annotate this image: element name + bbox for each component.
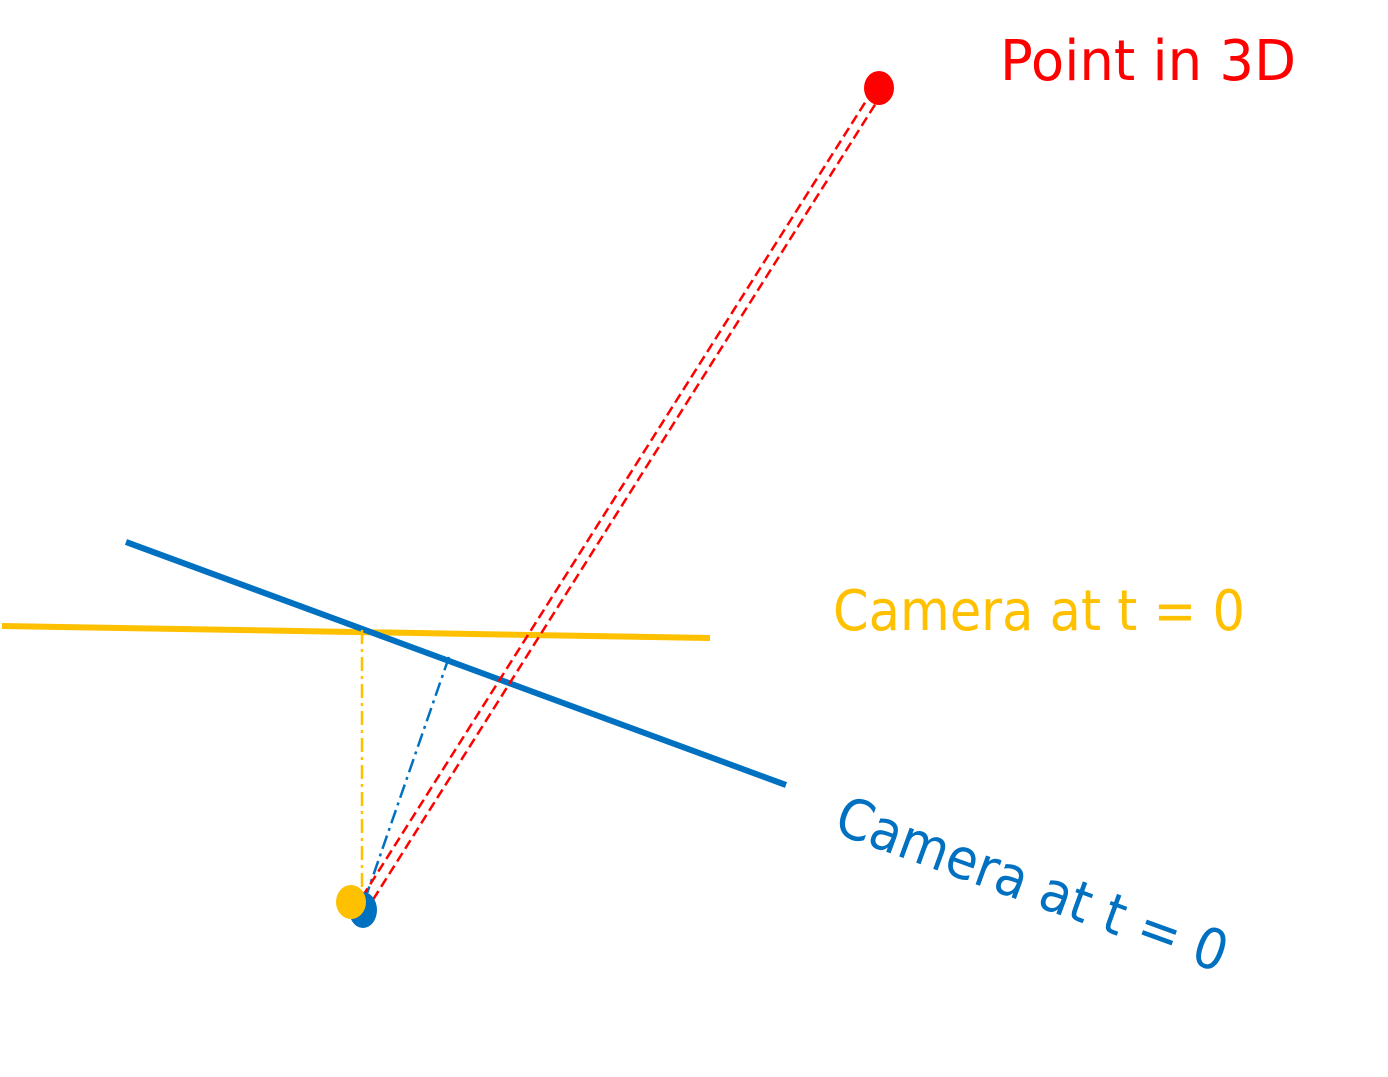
camera-b-image-plane [124, 539, 788, 788]
point-3d [864, 71, 894, 105]
camera-a-image-plane [1, 623, 711, 641]
camera-b-label: Camera at t = 0 [827, 784, 1236, 986]
projection-ray-b [367, 91, 885, 907]
camera-a-label: Camera at t = 0 [833, 579, 1245, 644]
camera-b-optical-axis [362, 656, 451, 903]
camera-a-center [336, 885, 366, 919]
point-label: Point in 3D [1000, 29, 1296, 94]
projection-ray-a [357, 89, 875, 903]
